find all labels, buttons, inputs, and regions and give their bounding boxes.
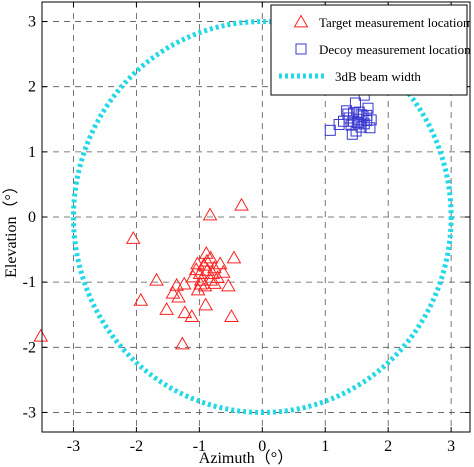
legend-label: 3dB beam width xyxy=(335,69,421,84)
legend: Target measurement location Decoy measure… xyxy=(270,4,471,96)
target-point xyxy=(234,197,249,211)
legend-decoy-marker xyxy=(295,43,307,55)
target-point xyxy=(133,292,149,306)
y-tick-label: 0 xyxy=(28,209,36,226)
target-point xyxy=(198,297,214,311)
target-point xyxy=(215,264,231,278)
decoy-point xyxy=(324,124,336,136)
decoy-point xyxy=(337,115,349,127)
x-tick-label: -2 xyxy=(130,438,143,455)
legend-label: Decoy measurement location xyxy=(319,42,471,57)
decoy-point xyxy=(345,119,357,131)
target-point xyxy=(174,336,190,350)
target-point xyxy=(207,260,222,274)
target-point xyxy=(220,278,236,292)
target-point xyxy=(190,256,205,270)
y-tick-label: -2 xyxy=(23,339,36,356)
target-point xyxy=(165,285,181,299)
x-tick-label: -3 xyxy=(67,438,80,455)
y-tick-label: 1 xyxy=(28,144,36,161)
decoy-point xyxy=(361,115,373,127)
x-tick-label: 3 xyxy=(447,438,455,455)
target-point xyxy=(193,276,208,290)
target-point xyxy=(169,277,185,291)
target-point xyxy=(205,266,220,280)
y-tick-label: 3 xyxy=(28,14,36,31)
target-point xyxy=(185,269,201,283)
target-point xyxy=(224,309,239,323)
x-axis-label: Azimuth（°） xyxy=(199,449,293,467)
target-point xyxy=(149,272,164,286)
decoy-point xyxy=(346,128,358,140)
target-point xyxy=(193,272,209,286)
target-point xyxy=(184,309,200,323)
decoy-point xyxy=(333,118,345,130)
y-tick-label: -3 xyxy=(23,404,36,421)
decoy-point xyxy=(348,107,360,119)
decoy-point xyxy=(342,108,354,120)
target-point xyxy=(159,302,174,315)
target-point xyxy=(176,276,192,290)
legend-target-marker xyxy=(293,14,309,28)
axes-layer: -3 -2 -1 0 1 2 3 -3 -2 -1 0 1 2 3 xyxy=(23,1,471,455)
beam-layer xyxy=(70,19,454,415)
y-tick-label: -1 xyxy=(23,274,36,291)
target-point xyxy=(199,253,215,267)
target-point xyxy=(177,305,193,319)
target-point xyxy=(207,275,222,289)
x-tick-label: 1 xyxy=(321,438,329,455)
target-point xyxy=(33,328,49,342)
x-tick-label: -1 xyxy=(193,438,206,455)
target-point xyxy=(198,245,214,259)
beam-width-circle xyxy=(70,19,454,415)
target-point xyxy=(125,230,141,244)
target-point xyxy=(226,250,242,264)
target-point xyxy=(171,289,186,303)
decoy-point xyxy=(364,122,376,134)
target-point xyxy=(203,250,219,264)
decoy-point xyxy=(358,118,370,130)
target-point xyxy=(202,207,218,221)
y-tick-label: 2 xyxy=(28,79,36,96)
x-tick-label: 0 xyxy=(258,438,266,455)
legend-label: Target measurement location xyxy=(319,15,470,30)
decoy-point xyxy=(355,109,367,121)
points-layer xyxy=(33,89,377,350)
x-tick-label: 2 xyxy=(384,438,392,455)
target-point xyxy=(203,272,219,286)
target-point xyxy=(212,256,228,270)
y-axis-label: Elevation（°） xyxy=(2,178,20,278)
